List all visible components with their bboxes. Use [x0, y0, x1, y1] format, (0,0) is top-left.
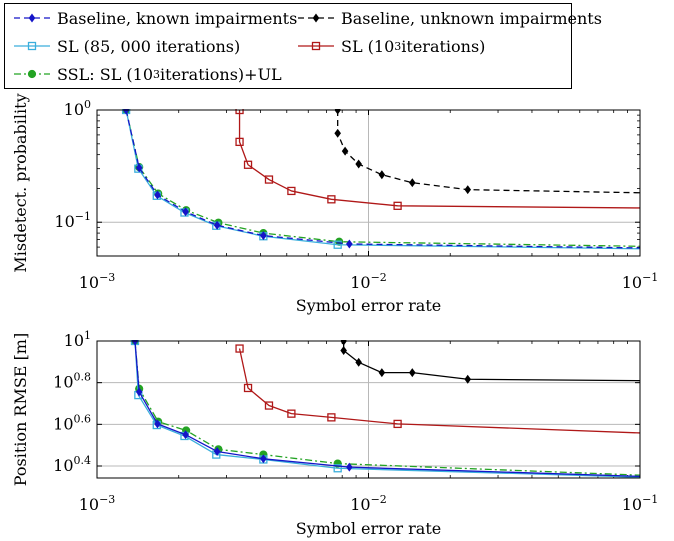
series: [340, 340, 640, 384]
legend-symbol: [14, 69, 50, 79]
data-point: [182, 207, 189, 217]
x-tick-label: 10−3: [79, 271, 116, 292]
data-point: [341, 146, 349, 156]
data-point: [333, 240, 342, 249]
data-point: [154, 419, 161, 429]
series-line: [238, 110, 640, 209]
data-point: [260, 454, 267, 464]
data-point: [213, 446, 221, 456]
y-axis-label: Misdetect. probability: [11, 93, 30, 272]
data-point: [346, 462, 353, 472]
data-point: [355, 159, 362, 169]
data-point: [327, 413, 336, 422]
legend-symbol: [298, 41, 334, 51]
data-point: [464, 374, 472, 384]
data-point: [235, 137, 244, 147]
y-tick-label: 10−1: [54, 210, 91, 231]
series-line: [337, 110, 640, 194]
y-tick-label: 100.8: [53, 371, 91, 392]
series-line: [238, 348, 640, 434]
data-point: [264, 401, 274, 410]
data-point: [135, 163, 143, 173]
legend-symbol: [298, 13, 334, 23]
data-point: [287, 186, 296, 196]
data-point: [327, 195, 336, 204]
legend-symbol: [14, 13, 50, 23]
series-line: [134, 340, 640, 476]
x-tick-label: 10−2: [350, 493, 387, 514]
data-point: [393, 419, 402, 429]
series: [130, 340, 640, 478]
legend-label: Baseline, known impairments: [57, 8, 298, 28]
y-tick-label: 100: [64, 98, 91, 119]
data-point: [182, 430, 189, 440]
y-tick-label: 100.6: [53, 412, 91, 433]
data-point: [154, 190, 161, 200]
rmse-chart: 10−3 10−2 10−1 100.4 100.6 100.8 101 Symbol err…: [11, 329, 658, 538]
series: [130, 340, 640, 476]
data-point: [378, 170, 386, 180]
legend-label: SL (85, 000 iterations): [57, 36, 241, 56]
data-point: [264, 175, 274, 184]
data-point: [28, 13, 36, 23]
series-line: [342, 341, 640, 382]
data-point: [243, 383, 253, 393]
data-point: [312, 13, 320, 23]
data-point: [235, 344, 244, 353]
data-point: [243, 160, 253, 169]
data-point: [260, 231, 267, 241]
x-tick-label: 10−1: [622, 271, 659, 292]
data-point: [287, 409, 296, 418]
data-point: [135, 387, 143, 397]
legend-label: SL (10: [341, 36, 395, 56]
data-point: [464, 185, 472, 195]
legend-label-tail: iterations)+UL: [160, 64, 282, 84]
data-point: [213, 220, 221, 230]
x-tick-label: 10−1: [622, 493, 659, 514]
x-tick-label: 10−2: [350, 271, 387, 292]
legend-label: Baseline, unknown impairments: [341, 8, 602, 28]
misdetect-chart: 10−3 10−2 10−1 10−1 100 Symbol error rate Misd…: [11, 93, 658, 315]
series-line: [125, 109, 640, 250]
series-line: [125, 109, 640, 247]
data-point: [378, 368, 386, 378]
data-point: [409, 178, 416, 188]
legend-label-tail: iterations): [401, 36, 486, 56]
x-axis-label: Symbol error rate: [296, 519, 441, 538]
legend-item-ssl: SSL: SL (10 3 iterations)+UL: [13, 62, 282, 86]
data-point: [346, 239, 353, 249]
y-tick-label: 101: [64, 329, 91, 350]
data-point: [409, 368, 416, 378]
series: [235, 109, 640, 210]
data-point: [334, 128, 341, 138]
data-point: [333, 464, 342, 473]
legend-label-exponent: 3: [153, 67, 161, 81]
series: [235, 344, 640, 434]
series: [122, 109, 640, 249]
legend-item-baseline-known: Baseline, known impairments: [13, 6, 297, 30]
series: [334, 109, 640, 195]
data-point: [340, 346, 347, 356]
data-point: [355, 357, 362, 367]
data-point: [27, 69, 37, 79]
series-line: [134, 340, 640, 478]
legend: Baseline, known impairments Baseline, un…: [4, 3, 602, 89]
legend-item-baseline-unknown: Baseline, unknown impairments: [297, 6, 602, 30]
legend-item-sl-85000: SL (85, 000 iterations): [13, 34, 240, 58]
series: [131, 340, 640, 478]
y-tick-label: 100.4: [53, 454, 91, 475]
series-line: [134, 340, 640, 478]
data-point: [27, 41, 37, 51]
data-point: [393, 201, 402, 210]
legend-symbol: [14, 41, 50, 51]
legend-label: SSL: SL (10: [57, 64, 154, 84]
x-tick-label: 10−3: [79, 493, 116, 514]
data-point: [311, 41, 321, 51]
x-axis-label: Symbol error rate: [296, 296, 441, 315]
legend-label-exponent: 3: [394, 39, 402, 53]
legend-item-sl-1000: SL (10 3 iterations): [297, 34, 485, 58]
series-line: [125, 109, 640, 249]
y-axis-label: Position RMSE [m]: [11, 333, 30, 486]
